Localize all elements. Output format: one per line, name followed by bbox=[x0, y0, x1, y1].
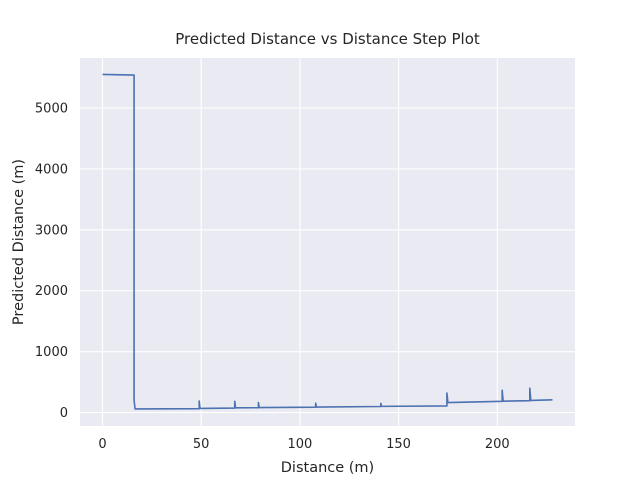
series-line bbox=[102, 73, 553, 410]
x-axis-label: Distance (m) bbox=[281, 460, 374, 476]
x-tick-label: 0 bbox=[98, 437, 106, 452]
grid-lines bbox=[80, 58, 575, 426]
x-tick-label: 100 bbox=[287, 437, 312, 452]
series-layer bbox=[102, 73, 553, 410]
y-tick-label: 3000 bbox=[35, 223, 68, 238]
y-tick-label: 0 bbox=[60, 406, 68, 421]
x-tick-label: 150 bbox=[386, 437, 411, 452]
y-axis-label: Predicted Distance (m) bbox=[11, 159, 27, 325]
y-tick-label: 5000 bbox=[35, 101, 68, 116]
plot-area bbox=[80, 58, 575, 426]
y-tick-label: 1000 bbox=[35, 345, 68, 360]
y-tick-label: 2000 bbox=[35, 284, 68, 299]
y-tick-label: 4000 bbox=[35, 162, 68, 177]
x-tick-label: 200 bbox=[485, 437, 510, 452]
x-tick-label: 50 bbox=[193, 437, 210, 452]
chart-title: Predicted Distance vs Distance Step Plot bbox=[175, 30, 480, 48]
